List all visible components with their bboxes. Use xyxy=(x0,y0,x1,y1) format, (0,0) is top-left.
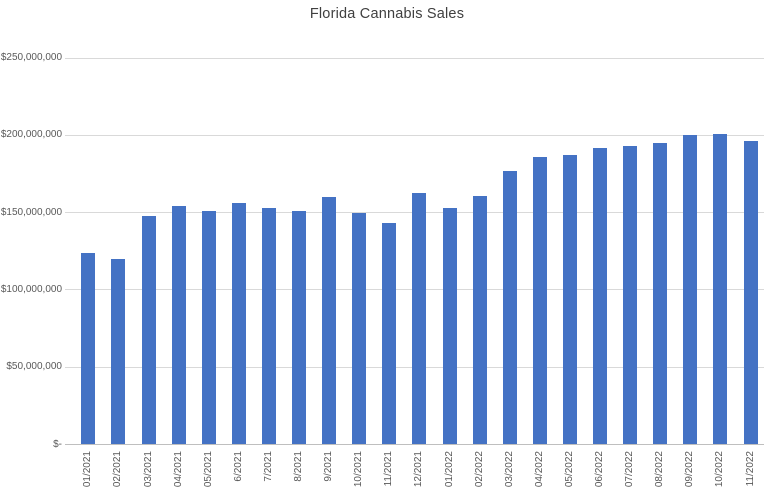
bar-04-2021[interactable] xyxy=(171,206,186,445)
x-axis-tick-label: 04/2022 xyxy=(533,451,545,488)
bar-01-2021[interactable] xyxy=(81,252,96,445)
bar-05-2021[interactable] xyxy=(201,211,216,445)
x-axis-tick-label: 7/2021 xyxy=(262,451,274,482)
bar-03-2021[interactable] xyxy=(141,215,156,445)
bar-6-2021[interactable] xyxy=(231,203,246,445)
x-axis-tick-label: 03/2021 xyxy=(142,451,154,488)
x-axis-tick-label: 02/2022 xyxy=(473,451,485,488)
y-axis-tick-label: $100,000,000 xyxy=(0,283,62,295)
bar-08-2022[interactable] xyxy=(653,143,668,445)
x-axis-tick-label: 07/2022 xyxy=(624,451,636,488)
bar-10-2021[interactable] xyxy=(352,212,367,445)
x-axis-tick-label: 10/2021 xyxy=(353,451,365,488)
bar-02-2022[interactable] xyxy=(472,195,487,445)
bar-07-2022[interactable] xyxy=(623,146,638,445)
x-axis-tick-label: 01/2021 xyxy=(82,451,94,488)
bar-10-2022[interactable] xyxy=(713,133,728,445)
x-axis-tick-label: 05/2022 xyxy=(563,451,575,488)
x-axis-tick-label: 06/2022 xyxy=(594,451,605,488)
x-axis-tick-label: 09/2022 xyxy=(684,451,696,488)
bar-7-2021[interactable] xyxy=(261,207,276,445)
bar-03-2022[interactable] xyxy=(502,170,517,445)
gridline xyxy=(65,57,764,59)
bar-11-2021[interactable] xyxy=(382,223,397,445)
x-axis-tick-label: 12/2021 xyxy=(413,451,425,488)
bar-05-2022[interactable] xyxy=(562,155,577,445)
y-axis-tick-label: $200,000,000 xyxy=(0,129,62,141)
y-axis-tick-label: $250,000,000 xyxy=(0,52,62,63)
bar-11-2022[interactable] xyxy=(743,141,758,445)
x-axis-tick-label: 04/2021 xyxy=(172,451,184,488)
x-axis-tick-label: 6/2021 xyxy=(232,451,244,482)
bar-04-2022[interactable] xyxy=(532,156,547,445)
x-axis-tick-label: 11/2022 xyxy=(744,451,756,487)
bar-02-2021[interactable] xyxy=(111,258,126,445)
y-axis-tick-label: $50,000,000 xyxy=(6,361,62,373)
x-axis-tick-label: 03/2022 xyxy=(503,451,515,488)
x-axis-line xyxy=(65,444,764,445)
bar-01-2022[interactable] xyxy=(442,207,457,445)
bar-09-2022[interactable] xyxy=(683,135,698,445)
x-axis-tick-label: 8/2021 xyxy=(293,451,304,482)
bar-06-2022[interactable] xyxy=(593,147,607,445)
x-axis-tick-label: 05/2021 xyxy=(202,451,214,488)
x-axis-tick-label: 08/2022 xyxy=(654,451,666,488)
bar-9-2021[interactable] xyxy=(322,197,337,445)
x-axis-tick-label: 10/2022 xyxy=(714,451,726,488)
x-axis-tick-label: 01/2022 xyxy=(443,451,455,488)
y-axis-tick-label: $- xyxy=(53,438,62,450)
chart-title: Florida Cannabis Sales xyxy=(309,6,465,22)
gridline xyxy=(65,134,764,136)
x-axis-tick-label: 02/2021 xyxy=(112,451,124,488)
bar-12-2021[interactable] xyxy=(412,192,427,445)
x-axis-tick-label: 11/2021 xyxy=(383,451,395,487)
y-axis-tick-label: $150,000,000 xyxy=(0,206,62,218)
bar-8-2021[interactable] xyxy=(292,211,306,445)
x-axis-tick-label: 9/2021 xyxy=(323,451,335,482)
